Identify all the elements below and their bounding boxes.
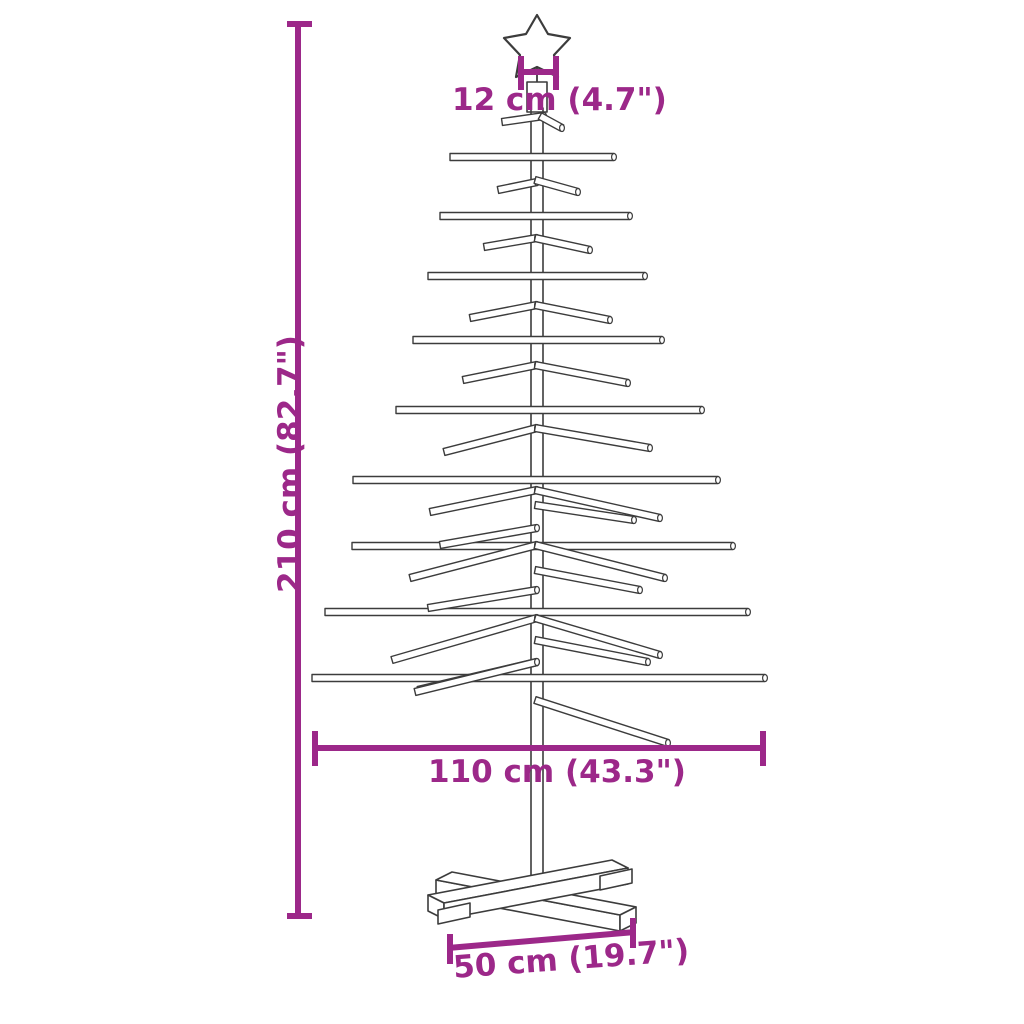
branch-slanted-20 xyxy=(390,613,540,665)
branch-slanted-17 xyxy=(533,540,668,583)
branch-slanted-10 xyxy=(442,423,540,457)
branch-slanted-1 xyxy=(537,112,565,133)
branch-horizontal-0 xyxy=(449,152,617,162)
branch-slanted-12 xyxy=(428,485,540,517)
branch-slanted-21 xyxy=(533,613,663,660)
branch-horizontal-1 xyxy=(439,211,633,221)
dimension-branch-span xyxy=(312,731,766,766)
dimension-line-group xyxy=(287,21,766,964)
branch-slanted-9 xyxy=(533,360,631,388)
branch-horizontal-4 xyxy=(395,405,705,415)
branch-slanted-5 xyxy=(533,233,593,255)
slanted-branch-group xyxy=(390,111,671,748)
dimension-base-width-line xyxy=(447,929,636,951)
branch-slanted-14 xyxy=(438,523,540,550)
dimension-height xyxy=(287,21,312,919)
branch-horizontal-2 xyxy=(427,271,648,281)
branch-slanted-25 xyxy=(533,695,671,748)
branch-slanted-18 xyxy=(426,585,540,613)
cross-base xyxy=(427,859,637,932)
branch-horizontal-8 xyxy=(311,673,768,683)
branch-slanted-6 xyxy=(468,300,540,323)
branch-slanted-13 xyxy=(533,485,663,523)
base-foot-left xyxy=(437,902,471,925)
finial-block xyxy=(526,81,548,113)
dimension-top-width xyxy=(518,56,559,90)
branch-slanted-11 xyxy=(533,423,653,453)
branch-slanted-15 xyxy=(533,500,637,525)
branch-slanted-8 xyxy=(461,360,540,385)
branch-slanted-2 xyxy=(496,177,540,195)
dimension-base-width xyxy=(447,918,636,964)
dimension-label-branch-span: 110 cm (43.3") xyxy=(428,754,686,790)
base-foot-right xyxy=(599,868,633,891)
branch-slanted-3 xyxy=(533,175,581,197)
dimension-label-top-width: 12 cm (4.7") xyxy=(452,82,667,118)
product-illustration xyxy=(311,13,768,932)
branch-horizontal-3 xyxy=(412,335,665,345)
dimension-label-height: 210 cm (82.7") xyxy=(272,335,308,593)
branch-slanted-19 xyxy=(533,565,643,595)
branch-slanted-24 xyxy=(413,657,540,697)
branch-slanted-23 xyxy=(533,635,651,667)
branch-slanted-7 xyxy=(533,300,613,325)
branch-horizontal-5 xyxy=(352,475,721,485)
horizontal-branch-group xyxy=(311,152,768,683)
